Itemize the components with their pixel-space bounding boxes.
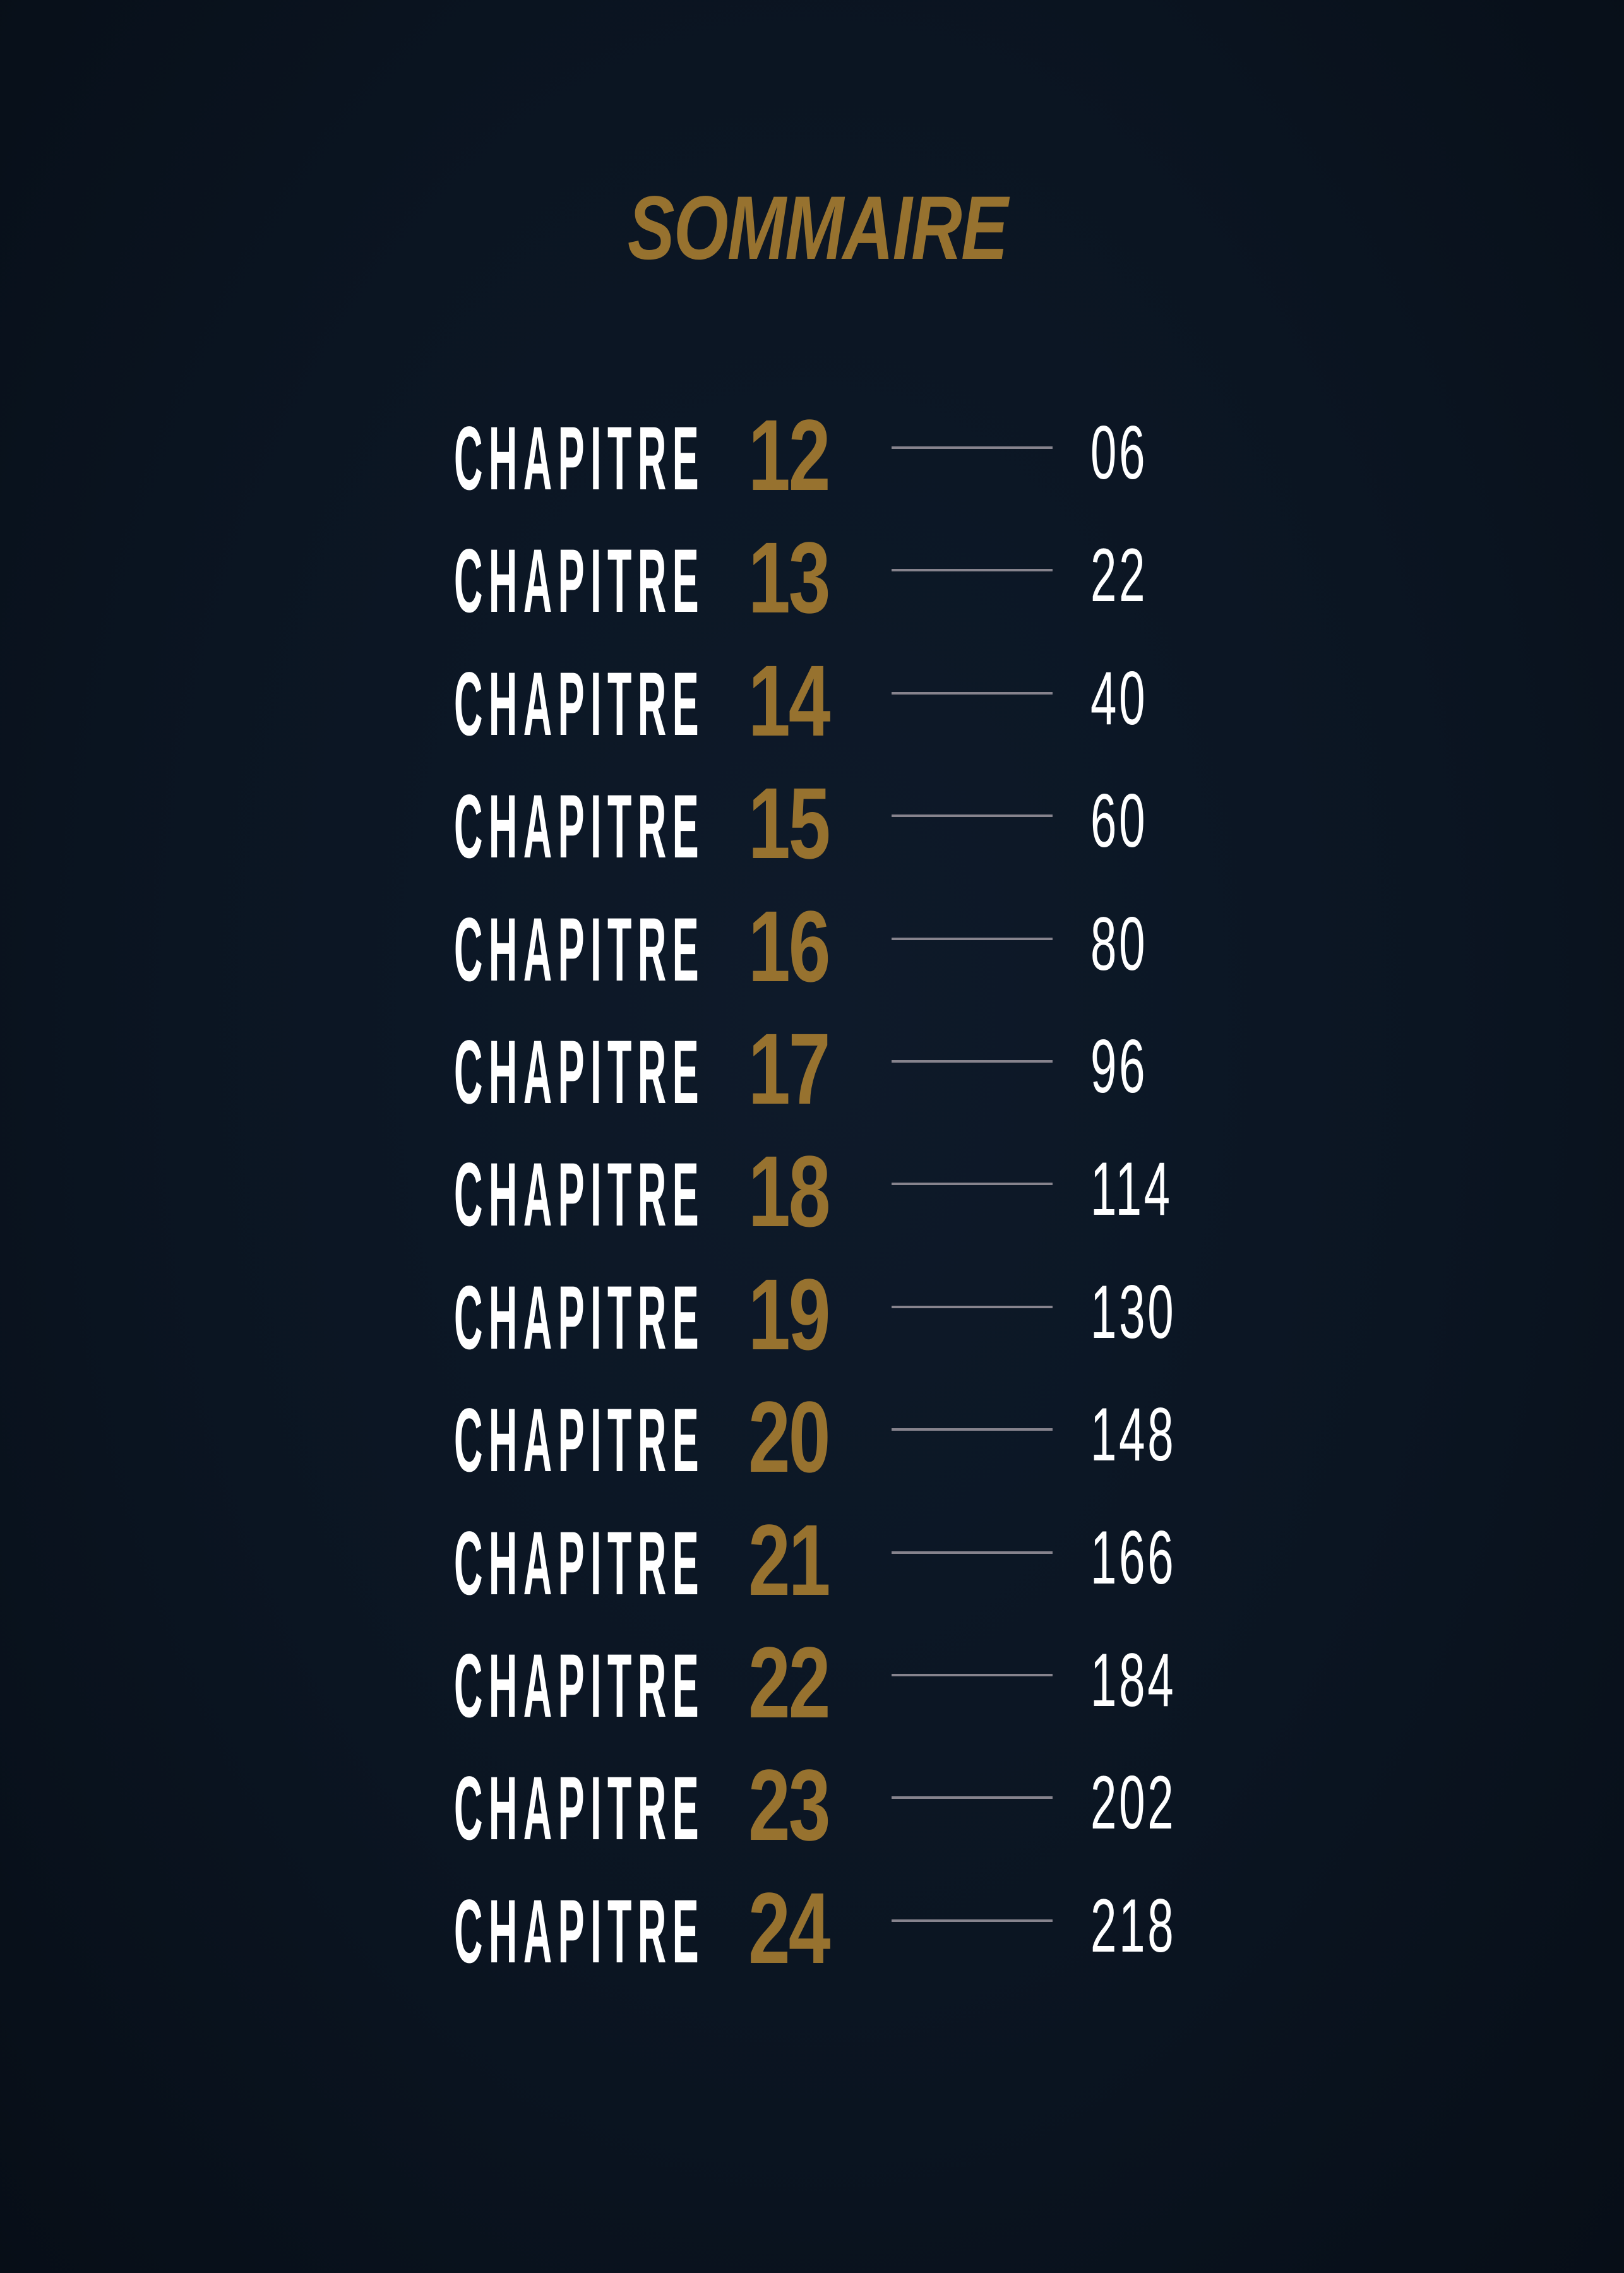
chapter-number: 13 <box>748 521 830 635</box>
page-number: 22 <box>1090 533 1148 618</box>
page-number: 40 <box>1090 655 1148 741</box>
leader-line <box>892 691 1053 695</box>
chapter-number: 19 <box>748 1257 830 1371</box>
chapter-number: 22 <box>748 1626 830 1739</box>
chapter-label: CHAPITRE <box>454 1636 705 1736</box>
chapter-label: CHAPITRE <box>454 899 705 1000</box>
toc-entry[interactable]: CHAPITRE 13 22 <box>0 527 1624 632</box>
chapter-label: CHAPITRE <box>454 1881 705 1982</box>
chapter-number: 20 <box>748 1380 830 1494</box>
leader-line <box>892 1305 1053 1308</box>
page-number: 130 <box>1090 1269 1176 1354</box>
chapter-label: CHAPITRE <box>454 1267 705 1368</box>
toc-entry[interactable]: CHAPITRE 19 130 <box>0 1263 1624 1369</box>
chapter-number: 14 <box>748 643 830 757</box>
toc-entry[interactable]: CHAPITRE 15 60 <box>0 773 1624 878</box>
chapter-number: 17 <box>748 1012 830 1125</box>
chapter-number: 23 <box>748 1748 830 1862</box>
toc-entry[interactable]: CHAPITRE 16 80 <box>0 895 1624 1001</box>
chapter-label: CHAPITRE <box>454 1390 705 1491</box>
leader-line <box>892 1796 1053 1799</box>
toc-entry[interactable]: CHAPITRE 24 218 <box>0 1877 1624 1983</box>
chapter-label: CHAPITRE <box>454 1513 705 1614</box>
chapter-label: CHAPITRE <box>454 409 705 509</box>
chapter-label: CHAPITRE <box>454 1022 705 1123</box>
leader-line <box>892 937 1053 940</box>
chapter-number: 16 <box>748 889 830 1003</box>
leader-line <box>892 569 1053 572</box>
toc-entry[interactable]: CHAPITRE 12 06 <box>0 405 1624 510</box>
toc-entry[interactable]: CHAPITRE 22 184 <box>0 1632 1624 1737</box>
leader-line <box>892 1428 1053 1431</box>
page-number: 80 <box>1090 901 1148 986</box>
toc-entry[interactable]: CHAPITRE 23 202 <box>0 1748 1624 1862</box>
page-number: 06 <box>1090 410 1148 495</box>
chapter-number: 15 <box>748 767 830 880</box>
page-number: 218 <box>1090 1883 1176 1968</box>
toc-entry[interactable]: CHAPITRE 20 148 <box>0 1380 1624 1494</box>
chapter-number: 24 <box>748 1871 830 1984</box>
leader-line <box>892 1919 1053 1922</box>
page-number: 60 <box>1090 779 1148 864</box>
chapter-number: 18 <box>748 1135 830 1248</box>
chapter-label: CHAPITRE <box>454 1145 705 1246</box>
chapter-label: CHAPITRE <box>454 777 705 878</box>
chapter-label: CHAPITRE <box>454 653 705 755</box>
leader-line <box>892 446 1053 449</box>
toc-entry[interactable]: CHAPITRE 17 96 <box>0 1018 1624 1123</box>
page-number: 148 <box>1090 1392 1176 1477</box>
page-title: SOMMAIRE <box>628 178 1008 278</box>
leader-line <box>892 814 1053 818</box>
page-number: 202 <box>1090 1760 1176 1846</box>
chapter-label: CHAPITRE <box>454 1758 705 1859</box>
page-number: 184 <box>1090 1638 1176 1722</box>
leader-line <box>892 1551 1053 1554</box>
leader-line <box>892 1183 1053 1186</box>
chapter-number: 12 <box>748 398 830 511</box>
chapter-label: CHAPITRE <box>454 531 705 632</box>
page-number: 114 <box>1090 1147 1173 1232</box>
leader-line <box>892 1060 1053 1063</box>
chapter-number: 21 <box>748 1503 830 1616</box>
leader-line <box>892 1674 1053 1676</box>
toc-entry[interactable]: CHAPITRE 14 40 <box>0 650 1624 755</box>
page-number: 96 <box>1090 1024 1148 1109</box>
toc-entry[interactable]: CHAPITRE 21 166 <box>0 1503 1624 1616</box>
toc-entry[interactable]: CHAPITRE 18 114 <box>0 1141 1624 1246</box>
page-number: 166 <box>1090 1515 1176 1600</box>
